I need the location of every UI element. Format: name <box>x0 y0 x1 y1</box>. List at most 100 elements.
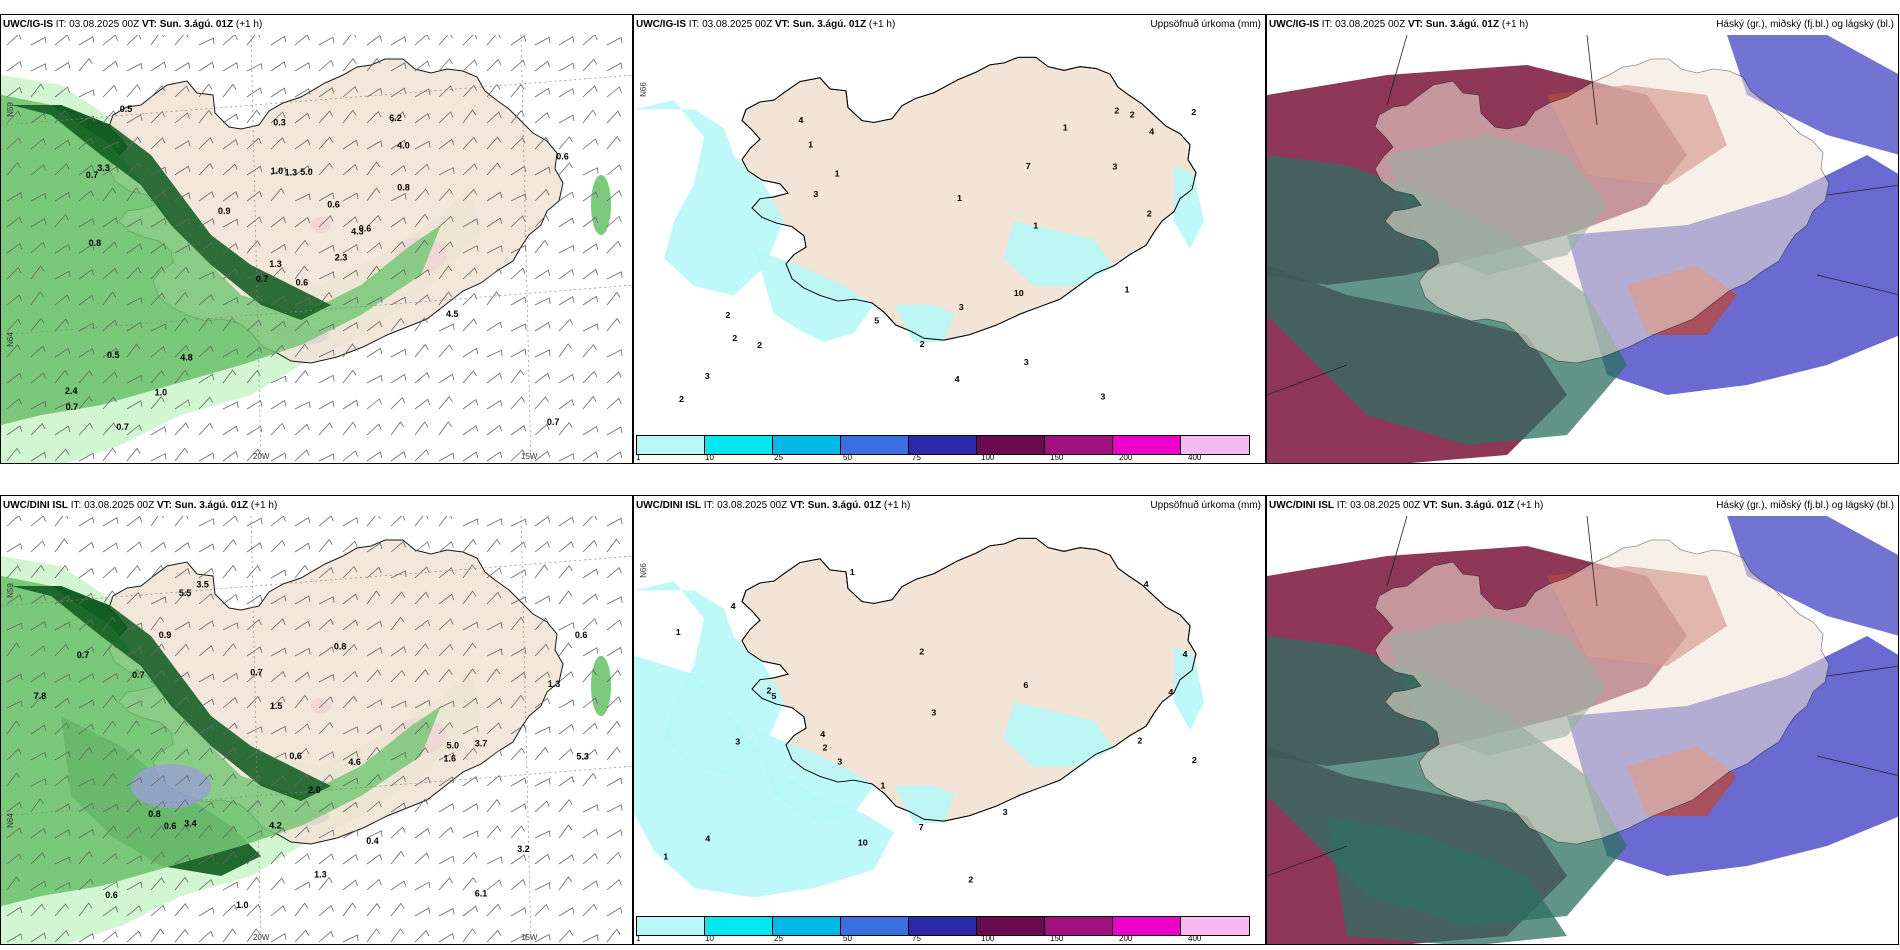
lead-time: (+1 h) <box>1516 500 1544 511</box>
value-label: 0.7 <box>116 422 129 432</box>
value-label: 4 <box>955 374 960 384</box>
accum-precip-map: UWC/IG-IS IT: 03.08.2025 00Z VT: Sun. 3.… <box>633 14 1266 464</box>
value-label: 2 <box>1192 755 1197 765</box>
value-label: 0.5 <box>120 104 133 114</box>
value-label: 2 <box>679 395 684 405</box>
colorbar-swatch <box>841 917 909 935</box>
value-label: 2 <box>1130 110 1135 120</box>
field-title: Háský (gr.), miðský (fj.bl.) og lágský (… <box>1716 19 1894 30</box>
colorbar-tick-label: 50 <box>843 453 852 462</box>
value-label: 0.7 <box>132 670 145 680</box>
value-label: 7 <box>919 822 924 832</box>
value-label: 0.8 <box>89 238 102 248</box>
colorbar-tick-label: 100 <box>981 453 995 462</box>
value-label: 7 <box>1026 161 1031 171</box>
lat-label: N64 <box>5 813 15 828</box>
it-label: IT: <box>703 500 715 511</box>
valid-time: Sun. 3.ágú. 01Z <box>159 19 234 30</box>
wind-precip-map: UWC/IG-IS IT: 03.08.2025 00Z VT: Sun. 3.… <box>0 14 633 464</box>
valid-time: Sun. 3.ágú. 01Z <box>807 500 882 511</box>
value-label: 3 <box>931 708 936 718</box>
lon-label: 20W <box>253 452 270 461</box>
init-time: 03.08.2025 00Z <box>69 19 140 30</box>
colorbar-swatch <box>705 436 773 454</box>
value-label: 1 <box>957 193 962 203</box>
init-time: 03.08.2025 00Z <box>717 500 788 511</box>
vt-label: VT: <box>156 500 172 511</box>
map-canvas: 0.7 0.7 1.5 5.5 3.4 0.8 7.8 4.6 3.2 1.6 3.5 5.0 6.1 3… <box>1 512 632 944</box>
value-label: 3.4 <box>184 819 197 829</box>
value-label: 1 <box>1033 221 1038 231</box>
value-label: 1.3 <box>285 167 298 177</box>
colorbar-tick-label: 1 <box>636 453 641 462</box>
value-label: 1 <box>663 852 668 862</box>
value-label: 2 <box>732 334 737 344</box>
value-label: 0.5 <box>107 350 120 360</box>
value-label: 6 <box>1023 680 1028 690</box>
value-label: 4 <box>798 115 803 125</box>
value-label: 4 <box>1144 579 1149 589</box>
lead-time: (+1 h) <box>883 500 911 511</box>
value-label: 5 <box>874 316 879 326</box>
value-label: 1 <box>835 169 840 179</box>
model-name: UWC/IG-IS <box>636 19 686 30</box>
value-label: 0.7 <box>547 417 560 427</box>
value-label: 2 <box>725 310 730 320</box>
valid-time: Sun. 3.ágú. 01Z <box>1425 19 1500 30</box>
colorbar-tick-label: 10 <box>705 934 714 943</box>
colorbar-tick-label: 50 <box>843 934 852 943</box>
value-label: 0.4 <box>366 836 379 846</box>
cloud-cover-map: UWC/IG-IS IT: 03.08.2025 00Z VT: Sun. 3.… <box>1266 14 1899 464</box>
value-label: 1.0 <box>271 166 284 176</box>
colorbar-swatch <box>977 917 1045 935</box>
value-label: 3.7 <box>475 738 488 748</box>
value-label: 4 <box>705 834 710 844</box>
it-label: IT: <box>688 19 700 30</box>
value-label: 2 <box>767 686 772 696</box>
panel-title: UWC/DINI ISL IT: 03.08.2025 00Z VT: Sun.… <box>636 500 910 511</box>
value-label: 3 <box>837 757 842 767</box>
value-label: 3 <box>735 737 740 747</box>
colorbar-tick-label: 200 <box>1119 453 1133 462</box>
colorbar-swatch <box>1181 917 1249 935</box>
value-label: 2 <box>1114 106 1119 116</box>
value-label: 1.5 <box>270 701 283 711</box>
value-label: 2.3 <box>335 253 348 263</box>
wind-precip-map: UWC/DINI ISL IT: 03.08.2025 00Z VT: Sun.… <box>0 495 633 945</box>
colorbar-tick-label: 100 <box>981 934 995 943</box>
value-label: 3 <box>1112 162 1117 172</box>
value-label: 0.7 <box>256 274 269 284</box>
colorbar-swatch <box>773 917 841 935</box>
panel-title: UWC/IG-IS IT: 03.08.2025 00Z VT: Sun. 3.… <box>1269 19 1528 30</box>
vt-label: VT: <box>774 19 790 30</box>
value-label: 3 <box>1024 357 1029 367</box>
colorbar-swatch <box>1113 436 1181 454</box>
colorbar-swatch <box>1181 436 1249 454</box>
colorbar-labels: 1 10 25 50 75 100 150 200 400 <box>636 453 1254 463</box>
value-label: 1.0 <box>155 388 168 398</box>
colorbar-swatch <box>1045 917 1113 935</box>
panel-title: UWC/IG-IS IT: 03.08.2025 00Z VT: Sun. 3.… <box>3 19 262 30</box>
colorbar-tick-label: 25 <box>774 453 783 462</box>
lon-label: 20W <box>253 933 270 942</box>
colorbar-tick-label: 1 <box>636 934 641 943</box>
value-label: 2.0 <box>308 785 321 795</box>
model-name: UWC/IG-IS <box>3 19 53 30</box>
colorbar-swatch <box>1113 917 1181 935</box>
lat-label: N66 <box>638 563 648 578</box>
value-label: 0.7 <box>77 650 90 660</box>
it-label: IT: <box>55 19 67 30</box>
lon-label: 15W <box>521 933 538 942</box>
colorbar-swatch <box>909 436 977 454</box>
init-time: 03.08.2025 00Z <box>1350 500 1421 511</box>
map-canvas: 2 1 2 1 3 4 2 3 3 2 3 7 3 5 2 2 1 10 1 1 3 4 4 2 2 2 1 <box>634 35 1265 435</box>
lat-label: N59 <box>5 583 15 598</box>
value-label: 4 <box>1183 649 1188 659</box>
colorbar-tick-label: 150 <box>1050 934 1064 943</box>
valid-time: Sun. 3.ágú. 01Z <box>792 19 867 30</box>
it-label: IT: <box>1321 19 1333 30</box>
panel-title: UWC/DINI ISL IT: 03.08.2025 00Z VT: Sun.… <box>3 500 277 511</box>
precip-colorbar <box>636 916 1250 936</box>
value-label: 1.0 <box>236 900 249 910</box>
colorbar-labels: 1 10 25 50 75 100 150 200 400 <box>636 934 1254 944</box>
